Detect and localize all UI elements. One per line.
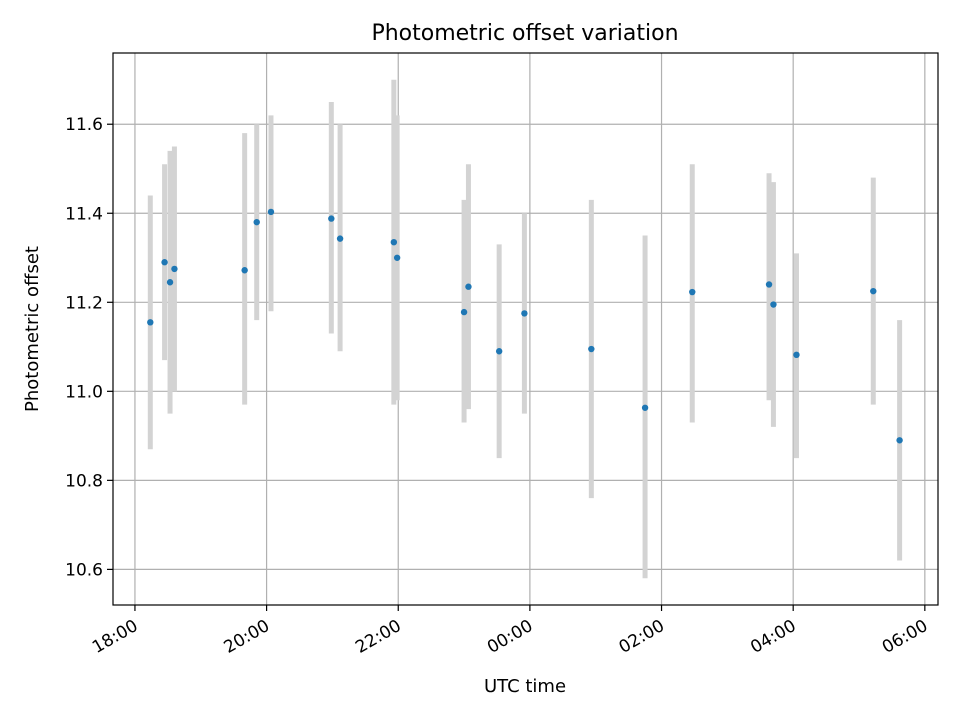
y-tick-label: 10.6 — [65, 560, 103, 580]
data-point — [770, 301, 777, 308]
data-point — [253, 218, 260, 226]
data-point — [521, 310, 528, 317]
chart-title: Photometric offset variation — [371, 21, 678, 46]
y-tick-label: 10.8 — [65, 471, 103, 491]
data-point — [166, 279, 174, 286]
x-axis-label: UTC time — [484, 676, 566, 697]
y-tick-label: 11.2 — [65, 293, 103, 313]
data-point — [465, 283, 472, 290]
plot-frame — [112, 52, 939, 606]
grid — [113, 53, 938, 605]
data-point — [171, 265, 178, 273]
data-point — [336, 235, 344, 242]
data-point — [793, 351, 800, 359]
data-point — [328, 215, 335, 222]
data-point — [147, 319, 154, 326]
data-point — [267, 208, 275, 216]
data-point — [765, 281, 773, 288]
data-point — [161, 259, 168, 266]
y-tick-label: 11.6 — [65, 115, 103, 135]
data-points — [147, 208, 903, 444]
y-axis-ticks: 10.6 10.8 11.0 11.2 11.4 11.6 — [65, 115, 113, 580]
y-axis-label: Photometric offset — [22, 246, 43, 412]
data-point — [460, 308, 468, 316]
data-point — [870, 287, 877, 295]
data-point — [241, 267, 248, 274]
data-point — [588, 345, 595, 353]
y-tick-label: 11.4 — [65, 204, 103, 224]
data-point — [689, 288, 696, 296]
y-tick-label: 11.0 — [65, 382, 103, 402]
data-point — [896, 437, 903, 444]
data-point — [393, 254, 401, 261]
data-point — [641, 404, 649, 411]
data-point — [390, 238, 398, 246]
data-point — [495, 348, 503, 355]
